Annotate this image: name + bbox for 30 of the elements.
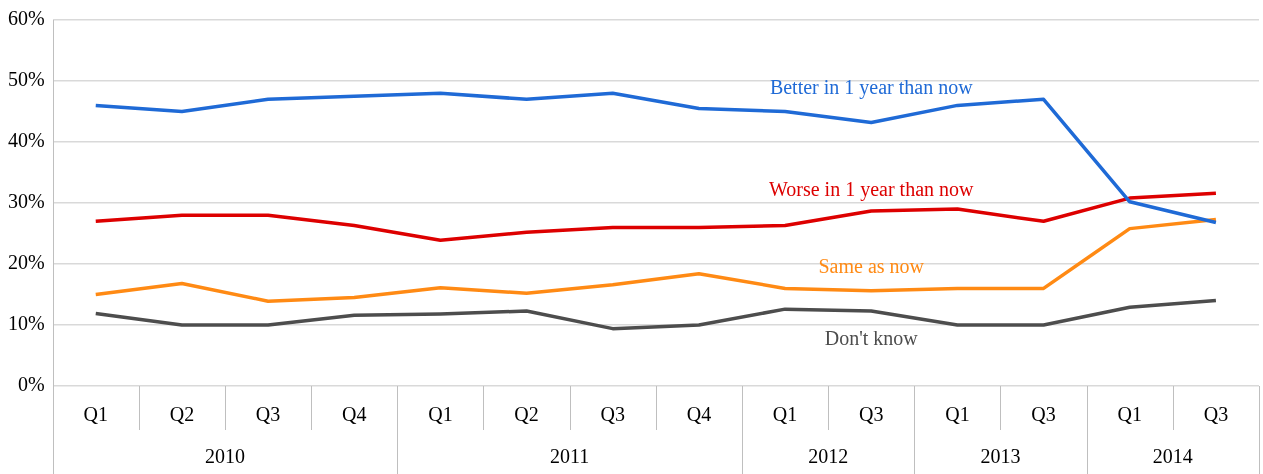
y-tick-label: 20%	[7, 251, 45, 274]
x-tick-label: Q1	[945, 403, 970, 426]
x-tick-label: Q3	[255, 403, 281, 426]
x-tick-label: Q3	[859, 403, 884, 426]
text: 2011	[550, 445, 590, 468]
y-tick-label: 30%	[7, 190, 45, 213]
x-tick-label: Q4	[342, 403, 367, 426]
series-label: Worse in 1 year than now	[769, 178, 975, 202]
x-tick-label: Q2	[169, 403, 195, 426]
x-tick-label: Q3	[1203, 403, 1229, 426]
y-tick-label: 60%	[7, 7, 45, 30]
x-tick-label: Q3	[600, 403, 625, 426]
y-tick-label: 0%	[17, 373, 45, 396]
text: 2014	[1152, 445, 1193, 468]
x-tick-label: Q2	[514, 403, 539, 426]
x-tick-label: Q4	[686, 403, 712, 426]
x-tick-label: Q1	[428, 403, 453, 426]
y-tick-label: 10%	[7, 312, 45, 335]
text: 2013	[980, 445, 1021, 468]
series-label: Better in 1 year than now	[769, 75, 974, 99]
series-label: Don't know	[824, 327, 919, 350]
x-tick-label: Q1	[83, 403, 108, 426]
text: 2010	[204, 445, 245, 468]
series-label: Same as now	[818, 255, 925, 278]
y-tick-label: 40%	[7, 129, 45, 152]
x-tick-label: Q1	[1117, 403, 1142, 426]
text: 2012	[808, 445, 849, 468]
y-tick-label: 50%	[7, 68, 45, 91]
x-tick-label: Q1	[772, 403, 798, 426]
x-tick-label: Q3	[1031, 403, 1056, 426]
